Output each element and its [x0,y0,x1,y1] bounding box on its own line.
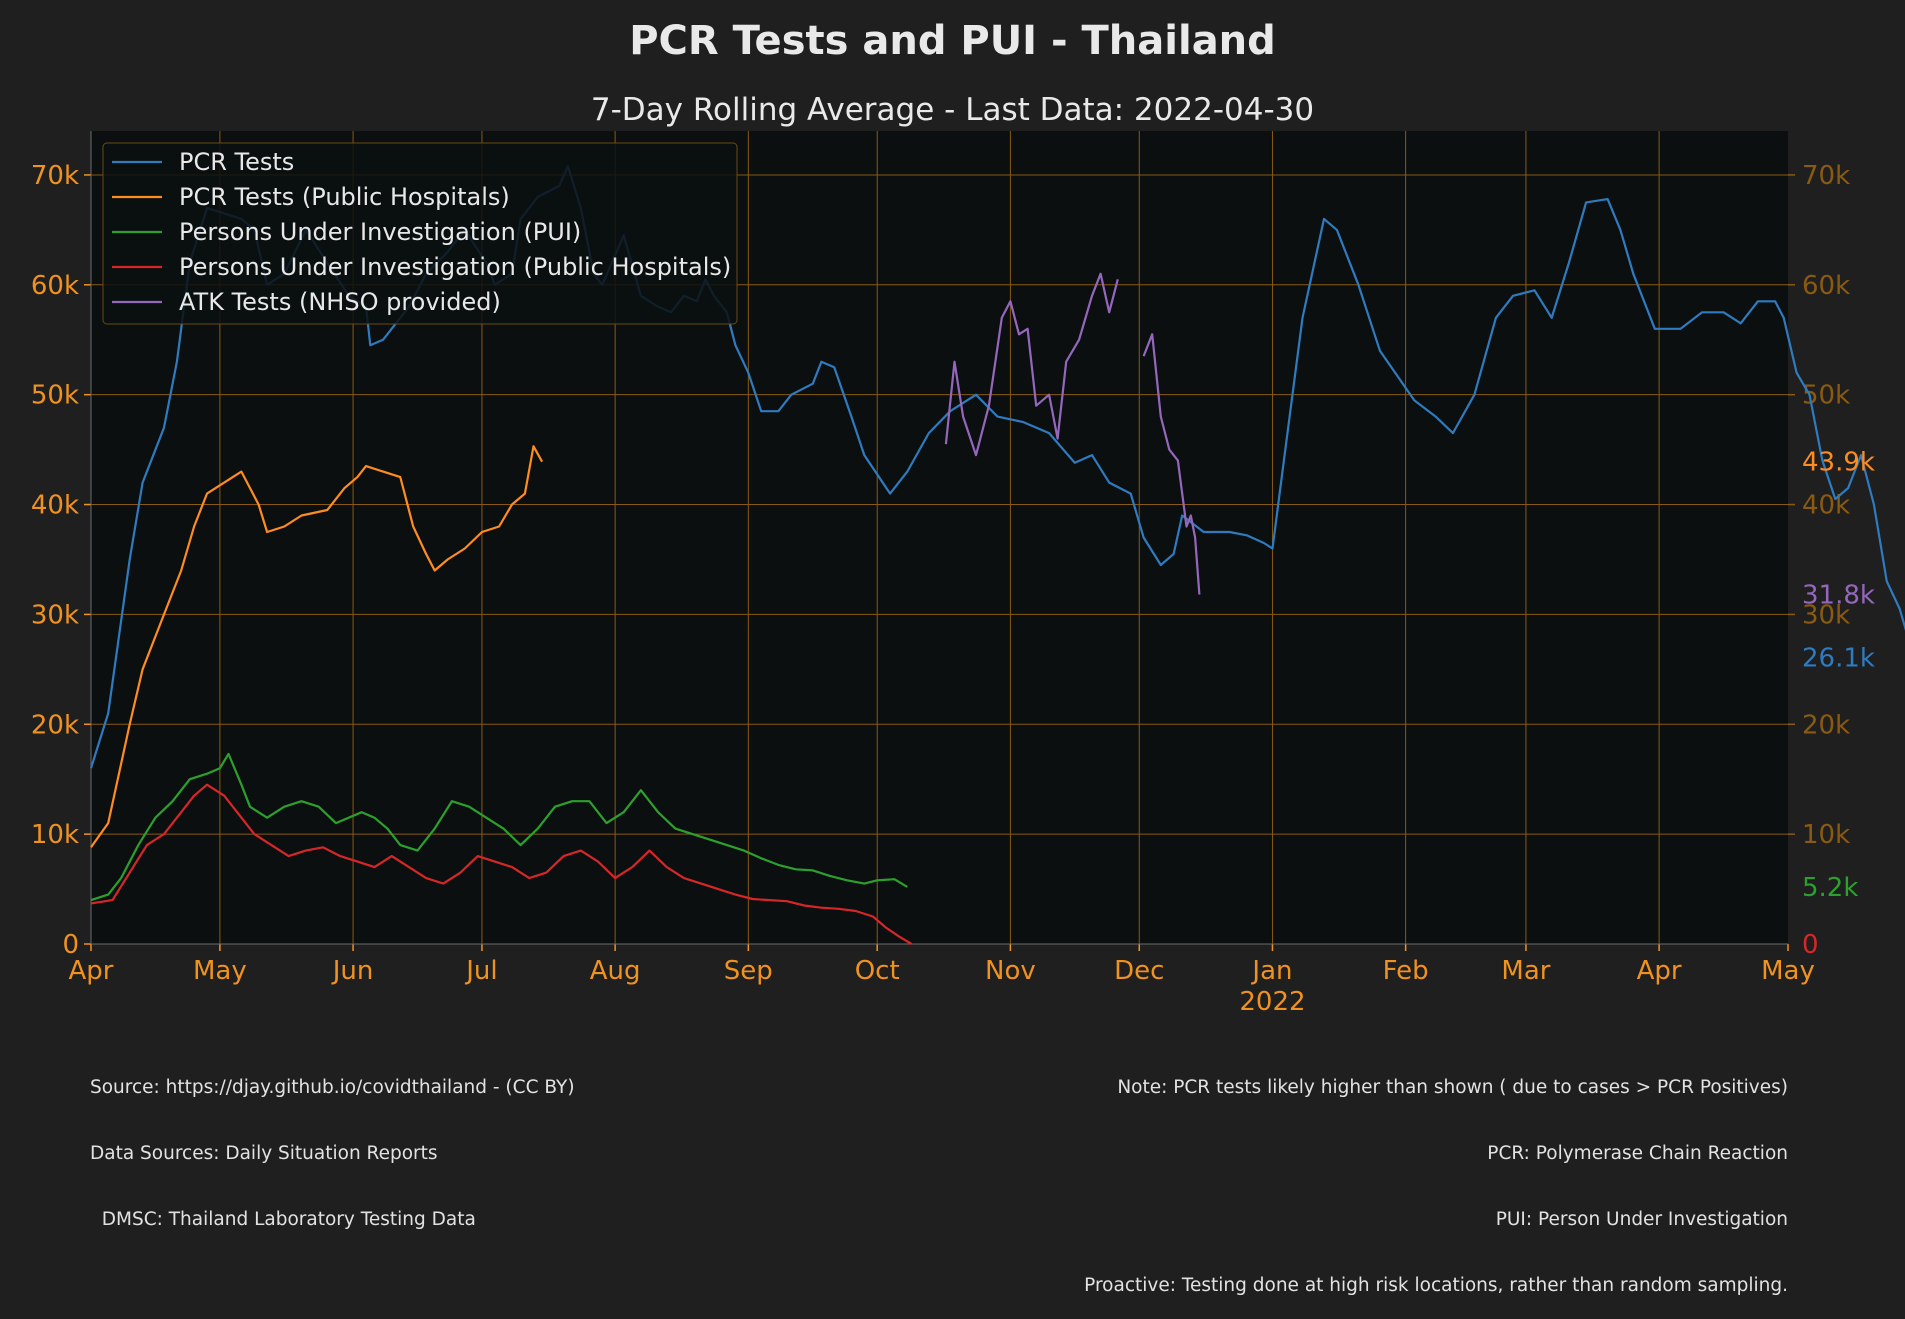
legend: PCR Tests PCR Tests (Public Hospitals) Per… [102,142,738,325]
x-tick-label: Mar [1501,956,1550,986]
end-value-label: 26.1k [1802,643,1875,673]
x-tick-label: Oct [855,956,900,986]
x-tick-label: Aug [590,956,641,986]
right-tick-label: 10k [1802,820,1850,850]
x-tick-label: May [1761,956,1815,986]
right-tick-label: 20k [1802,710,1850,740]
legend-entry: ATK Tests (NHSO provided) [179,288,501,316]
y-tick-label: 20k [31,710,79,740]
end-value-label: 43.9k [1802,448,1875,478]
y-tick-label: 50k [31,381,79,411]
legend-entry: PCR Tests (Public Hospitals) [179,183,510,211]
x-tick-label: Apr [69,956,114,986]
x-tick-label: Nov [985,956,1036,986]
x-tick-label: Feb [1383,956,1429,986]
x-tick-label: Sep [724,956,773,986]
footer-source: Source: https://djay.github.io/covidthai… [90,1077,575,1098]
pui-public-line [90,783,913,945]
y-tick-label: 10k [31,820,79,850]
x-tick-label: Jun [331,956,374,986]
legend-entry: Persons Under Investigation (Public Hosp… [179,253,731,281]
y-tick-label: 30k [31,600,79,630]
right-tick-label: 70k [1802,161,1850,191]
footer-left: Source: https://djay.github.io/covidthai… [90,1033,575,1253]
y-tick-label: 40k [31,491,79,521]
footer-dmsc: DMSC: Thailand Laboratory Testing Data [90,1209,476,1230]
pui-line [90,752,908,902]
x-tick-label: Dec [1114,956,1164,986]
x-tick-label: Jul [464,956,497,986]
end-value-label: 31.8k [1802,581,1875,611]
y-tick-label: 0 [62,930,79,960]
x-tick-label: May [193,956,247,986]
footer-pcr-def: PCR: Polymerase Chain Reaction [1487,1143,1788,1164]
atk-tests-line [944,272,1119,457]
x-tick-label: Jan [1250,956,1292,986]
legend-entry: PCR Tests [179,148,294,176]
x-tick-label: Apr [1637,956,1682,986]
pcr-public-line [90,445,544,848]
footer-proactive-def: Proactive: Testing done at high risk loc… [1084,1275,1788,1296]
right-tick-label: 40k [1802,491,1850,521]
y-tick-label: 60k [31,271,79,301]
footer-pui-def: PUI: Person Under Investigation [1495,1209,1788,1230]
chart-title: PCR Tests and PUI - Thailand [629,18,1276,64]
x-year-label: 2022 [1239,987,1305,1017]
chart-subtitle: 7-Day Rolling Average - Last Data: 2022-… [590,92,1315,128]
right-tick-label: 60k [1802,271,1850,301]
end-value-label: 0 [1802,930,1819,960]
end-value-label: 5.2k [1802,873,1858,903]
y-tick-label: 70k [31,161,79,191]
footer-right: Note: PCR tests likely higher than shown… [1084,1033,1788,1319]
legend-box [102,142,738,325]
footer-note: Note: PCR tests likely higher than shown… [1117,1077,1788,1098]
legend-entry: Persons Under Investigation (PUI) [179,218,581,246]
right-tick-label: 30k [1802,600,1850,630]
atk-tests-line-dec [1142,333,1201,595]
footer-data-sources: Data Sources: Daily Situation Reports [90,1143,438,1164]
